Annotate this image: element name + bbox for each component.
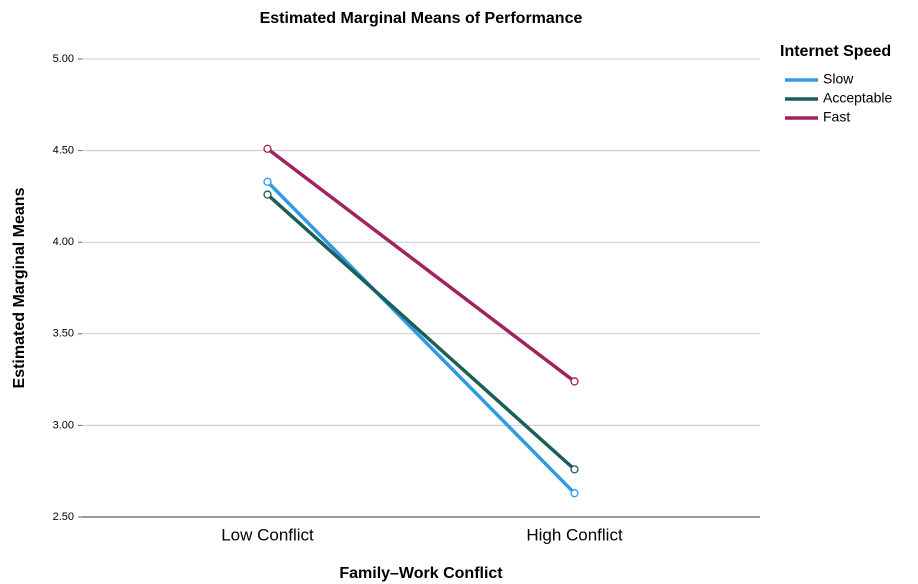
- y-tick-label: 4.50: [53, 145, 74, 157]
- y-tick-label: 5.00: [53, 53, 74, 65]
- series-line: [266, 180, 576, 495]
- y-axis-label: Estimated Marginal Means: [11, 187, 28, 388]
- point-marker: [570, 489, 579, 498]
- x-tick-label: Low Conflict: [221, 525, 314, 544]
- x-axis-label: Family–Work Conflict: [339, 565, 503, 582]
- legend-title: Internet Speed: [780, 43, 891, 60]
- point-marker: [570, 377, 579, 386]
- y-tick-label: 2.50: [53, 511, 74, 523]
- x-tick-label: High Conflict: [526, 525, 623, 544]
- y-tick-label: 4.00: [53, 236, 74, 248]
- point-marker: [263, 190, 272, 199]
- point-marker: [570, 465, 579, 474]
- chart-title: Estimated Marginal Means of Performance: [260, 10, 583, 27]
- y-tick-label: 3.50: [53, 328, 74, 340]
- point-marker: [263, 144, 272, 153]
- legend-label: Acceptable: [823, 90, 892, 106]
- series-line: [266, 193, 576, 471]
- legend-label: Fast: [823, 109, 850, 125]
- point-marker: [263, 177, 272, 186]
- y-tick-label: 3.00: [53, 419, 74, 431]
- legend-label: Slow: [823, 71, 854, 87]
- series-line: [266, 147, 576, 383]
